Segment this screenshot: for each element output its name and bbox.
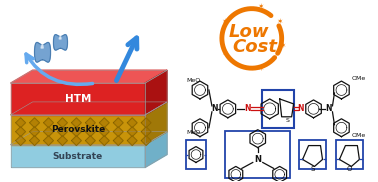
Bar [225, 131, 290, 178]
Polygon shape [11, 102, 167, 115]
Text: MeO: MeO [186, 130, 200, 135]
Polygon shape [29, 118, 40, 128]
Text: OMe: OMe [352, 133, 366, 138]
Polygon shape [141, 118, 151, 128]
Polygon shape [113, 118, 123, 128]
Polygon shape [11, 70, 167, 83]
Polygon shape [113, 127, 123, 137]
Polygon shape [85, 127, 95, 137]
Text: ✶: ✶ [221, 50, 227, 59]
Text: Perovskite: Perovskite [51, 125, 105, 134]
Text: N: N [297, 104, 304, 113]
Polygon shape [11, 83, 145, 115]
Bar [299, 140, 326, 169]
Polygon shape [127, 136, 137, 146]
Polygon shape [141, 127, 151, 137]
Polygon shape [127, 118, 137, 128]
Polygon shape [15, 118, 26, 128]
Text: S: S [310, 166, 315, 172]
Polygon shape [145, 102, 167, 145]
Polygon shape [29, 136, 40, 146]
Bar [336, 140, 363, 169]
Polygon shape [57, 118, 67, 128]
Polygon shape [59, 35, 61, 39]
Text: N: N [245, 104, 251, 113]
Text: ✶: ✶ [257, 3, 263, 12]
Text: ✶: ✶ [221, 18, 227, 27]
Polygon shape [29, 127, 40, 137]
Polygon shape [127, 127, 137, 137]
Polygon shape [43, 127, 54, 137]
Text: MeO: MeO [186, 78, 200, 83]
Text: ✶: ✶ [276, 18, 283, 27]
Text: ✶: ✶ [257, 65, 263, 74]
Polygon shape [11, 115, 145, 145]
Text: ✶: ✶ [279, 42, 286, 51]
Polygon shape [57, 136, 67, 146]
Text: OMe: OMe [352, 76, 366, 81]
Polygon shape [71, 127, 81, 137]
Text: Substrate: Substrate [53, 151, 103, 161]
Polygon shape [145, 70, 167, 115]
Polygon shape [15, 127, 26, 137]
Polygon shape [71, 136, 81, 146]
Polygon shape [99, 136, 109, 146]
Bar [262, 90, 294, 128]
Text: Low: Low [229, 23, 269, 41]
Polygon shape [99, 127, 109, 137]
Polygon shape [99, 118, 109, 128]
Text: S: S [286, 118, 290, 123]
Polygon shape [71, 118, 81, 128]
Text: O: O [347, 166, 352, 172]
Polygon shape [34, 42, 51, 62]
Polygon shape [11, 145, 145, 167]
Polygon shape [57, 127, 67, 137]
Text: N: N [212, 104, 218, 113]
Bar [186, 140, 206, 169]
Polygon shape [113, 136, 123, 146]
Polygon shape [41, 43, 43, 48]
Polygon shape [85, 136, 95, 146]
Polygon shape [54, 35, 67, 50]
Polygon shape [15, 136, 26, 146]
Polygon shape [145, 132, 167, 167]
Text: N: N [254, 155, 261, 164]
Text: N: N [325, 104, 332, 113]
Text: HTM: HTM [65, 94, 91, 104]
Polygon shape [11, 132, 167, 145]
Polygon shape [43, 118, 54, 128]
Text: Cost: Cost [232, 38, 277, 56]
Polygon shape [43, 136, 54, 146]
Polygon shape [141, 136, 151, 146]
Polygon shape [85, 118, 95, 128]
